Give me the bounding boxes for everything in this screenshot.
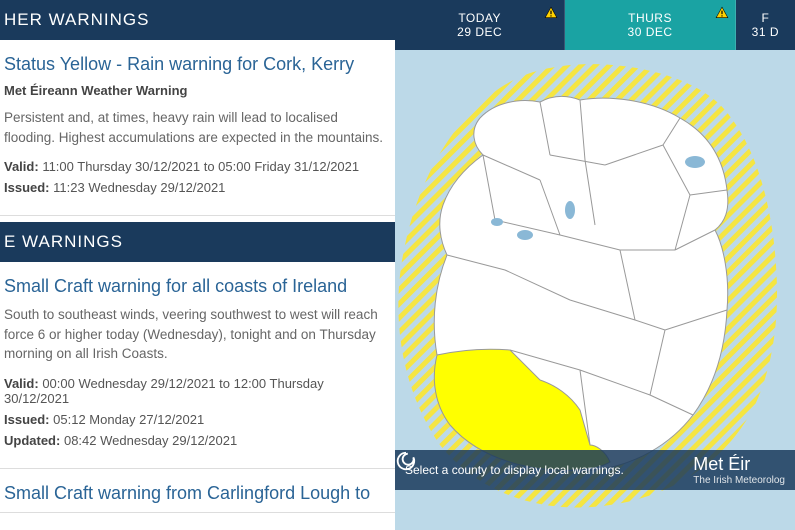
tab-day-label: THURS (628, 11, 672, 25)
logo-subtext: The Irish Meteorolog (693, 475, 785, 486)
warning-card[interactable]: Small Craft warning for all coasts of Ir… (0, 262, 395, 469)
issued-text: 11:23 Wednesday 29/12/2021 (53, 180, 225, 195)
tab-date-label: 29 DEC (457, 25, 502, 39)
ireland-map[interactable]: Select a county to display local warning… (395, 50, 795, 490)
issued-line: Issued: 11:23 Wednesday 29/12/2021 (4, 180, 385, 195)
lake-icon (491, 218, 503, 226)
warning-subtitle: Met Éireann Weather Warning (4, 83, 385, 98)
map-footer: Select a county to display local warning… (395, 450, 795, 490)
day-tabs: TODAY 29 DEC THURS 30 DEC F 31 D (395, 0, 795, 50)
lake-icon (565, 201, 575, 219)
issued-line: Issued: 05:12 Monday 27/12/2021 (4, 412, 385, 427)
lake-icon (517, 230, 533, 240)
valid-label: Valid: (4, 376, 39, 391)
tab-day-label: F (761, 11, 769, 25)
updated-line: Updated: 08:42 Wednesday 29/12/2021 (4, 433, 385, 448)
warning-description: South to southeast winds, veering southw… (4, 305, 385, 364)
marine-warnings-header: E WARNINGS (0, 222, 395, 262)
warning-triangle-icon (715, 6, 729, 23)
issued-text: 05:12 Monday 27/12/2021 (53, 412, 204, 427)
valid-line: Valid: 00:00 Wednesday 29/12/2021 to 12:… (4, 376, 385, 406)
updated-label: Updated: (4, 433, 60, 448)
logo-text: Met Éir (693, 454, 750, 474)
valid-line: Valid: 11:00 Thursday 30/12/2021 to 05:0… (4, 159, 385, 174)
tab-friday[interactable]: F 31 D (736, 0, 795, 50)
met-eireann-logo: Met Éir The Irish Meteorolog (689, 454, 785, 486)
valid-text: 00:00 Wednesday 29/12/2021 to 12:00 Thur… (4, 376, 324, 406)
warning-title: Small Craft warning from Carlingford Lou… (4, 483, 385, 504)
tab-date-label: 30 DEC (628, 25, 673, 39)
issued-label: Issued: (4, 180, 50, 195)
warning-card[interactable]: Status Yellow - Rain warning for Cork, K… (0, 40, 395, 216)
warning-title: Small Craft warning for all coasts of Ir… (4, 276, 385, 297)
warning-description: Persistent and, at times, heavy rain wil… (4, 108, 385, 147)
weather-warnings-header: HER WARNINGS (0, 0, 395, 40)
tab-date-label: 31 D (752, 25, 779, 39)
issued-label: Issued: (4, 412, 50, 427)
warning-title: Status Yellow - Rain warning for Cork, K… (4, 54, 385, 75)
lake-icon (685, 156, 705, 168)
valid-text: 11:00 Thursday 30/12/2021 to 05:00 Frida… (42, 159, 359, 174)
map-footer-hint: Select a county to display local warning… (405, 463, 624, 477)
tab-today[interactable]: TODAY 29 DEC (395, 0, 565, 50)
warning-triangle-icon (544, 6, 558, 23)
warnings-panel: HER WARNINGS Status Yellow - Rain warnin… (0, 0, 395, 530)
tab-thursday[interactable]: THURS 30 DEC (565, 0, 735, 50)
tab-day-label: TODAY (458, 11, 501, 25)
valid-label: Valid: (4, 159, 39, 174)
updated-text: 08:42 Wednesday 29/12/2021 (64, 433, 237, 448)
warning-card[interactable]: Small Craft warning from Carlingford Lou… (0, 469, 395, 513)
map-panel: TODAY 29 DEC THURS 30 DEC F 31 D (395, 0, 795, 530)
